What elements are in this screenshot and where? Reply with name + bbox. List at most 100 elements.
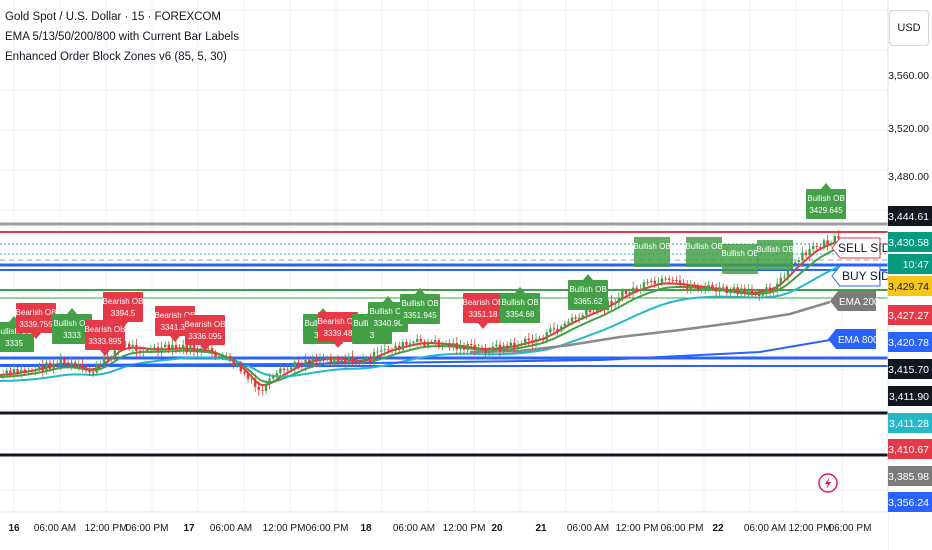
candle-body [833, 236, 836, 243]
candle-body [102, 356, 106, 364]
candle-body [671, 279, 674, 281]
price-label: 3,410.67 [888, 444, 929, 456]
candle-body [736, 287, 739, 295]
candle-body [34, 369, 37, 372]
order-block-box [368, 302, 408, 332]
order-block-price: 3429.645 [809, 206, 843, 215]
candle-body [401, 341, 404, 350]
candle-body [545, 332, 548, 341]
candle-body [776, 283, 779, 291]
order-block-box [463, 293, 503, 323]
candle-body [664, 278, 667, 280]
ema-200-label: EMA 200 [839, 297, 880, 308]
candle-body [164, 344, 167, 348]
symbol-title[interactable]: Gold Spot / U.S. Dollar · 15 · FOREXCOM [5, 11, 222, 23]
candle-body [243, 371, 246, 374]
candle-body [531, 340, 534, 343]
candle-body [308, 359, 311, 364]
time-axis-tick: 06:00 AM [744, 523, 786, 534]
order-block-price: 3336.095 [188, 332, 222, 341]
candle-body [455, 342, 458, 350]
candle-body [801, 252, 804, 261]
candle-body [700, 288, 703, 290]
candle-body [426, 341, 430, 346]
sell-side-label: SELL SIDE [838, 241, 898, 255]
candle-body [315, 359, 318, 362]
candle-body [146, 349, 149, 351]
candle-body [293, 362, 296, 368]
order-block-type: Bullish OB [721, 249, 758, 258]
order-block-labels: Bullish OB3335Bearish OB3339.755Bullish … [0, 183, 846, 356]
candle-body [675, 280, 678, 282]
order-block-indicator-label[interactable]: Enhanced Order Block Zones v6 (85, 5, 30… [5, 51, 227, 63]
candle-body [311, 359, 314, 364]
candle-body [77, 364, 80, 366]
candle-body [358, 362, 361, 364]
order-block-price: 3340.98 [374, 319, 403, 328]
order-block-type: Bearish OB [16, 308, 57, 317]
candle-body [812, 246, 815, 249]
candle-body [9, 370, 12, 373]
time-axis-tick: 12:00 PM [789, 523, 832, 534]
candle-body [88, 370, 91, 373]
candle-body [794, 262, 797, 264]
candle-body [300, 365, 304, 367]
candle-body [30, 370, 34, 372]
time-axis-tick: 06:00 AM [34, 523, 76, 534]
order-block-box [757, 240, 793, 270]
candle-body [509, 342, 512, 348]
candle-body [138, 350, 142, 352]
time-axis-tick: 12:00 PM [85, 523, 128, 534]
lightning-icon[interactable] [818, 473, 838, 493]
candle-body [23, 369, 26, 373]
order-block-price: 3335 [5, 339, 23, 348]
candle-body [570, 317, 574, 322]
candle-body [221, 356, 224, 358]
candle-body [225, 355, 228, 357]
currency-button[interactable]: USD [889, 10, 929, 46]
order-block-box [85, 320, 125, 350]
candle-body [318, 359, 322, 362]
candle-body [513, 342, 516, 349]
order-block-pointer [333, 342, 343, 348]
candle-body [668, 278, 671, 280]
candle-body [434, 340, 437, 343]
candle-body [837, 236, 840, 239]
candle-body [110, 358, 113, 360]
order-block-box [400, 294, 440, 324]
candle-body [502, 345, 505, 352]
price-label: 10:47 [903, 259, 929, 271]
order-block-price: 3339.48 [324, 329, 353, 338]
candle-body [581, 315, 584, 318]
order-block-pointer [100, 350, 110, 356]
candle-body [815, 246, 818, 248]
candle-body [783, 276, 786, 278]
candle-body [185, 344, 188, 353]
candle-body [354, 360, 358, 363]
candle-body [41, 364, 44, 371]
candle-body [99, 363, 102, 365]
candle-body [257, 386, 260, 391]
candle-body [696, 286, 700, 290]
buy-side-tag [831, 265, 881, 287]
ema-indicator-label[interactable]: EMA 5/13/50/200/800 with Current Bar Lab… [5, 31, 239, 43]
candle-body [344, 359, 347, 364]
candle-body [408, 343, 412, 345]
candle-body [351, 356, 354, 361]
candle-body [326, 357, 329, 360]
order-block-price: 3365.62 [574, 297, 603, 306]
order-block-pointer [31, 333, 41, 339]
candle-body [286, 369, 289, 371]
order-block-box [52, 314, 92, 344]
time-axis-tick: 18 [360, 523, 372, 534]
candle-body [383, 349, 386, 351]
candle-body [333, 359, 336, 363]
candle-body [430, 341, 433, 343]
time-axis-tick: 12:00 PM [443, 523, 486, 534]
candle-body [480, 347, 484, 349]
order-block-price: 3354.68 [506, 310, 535, 319]
candle-body [830, 242, 833, 245]
order-block-type: Bullish OB [807, 194, 844, 203]
candle-body [473, 345, 476, 350]
